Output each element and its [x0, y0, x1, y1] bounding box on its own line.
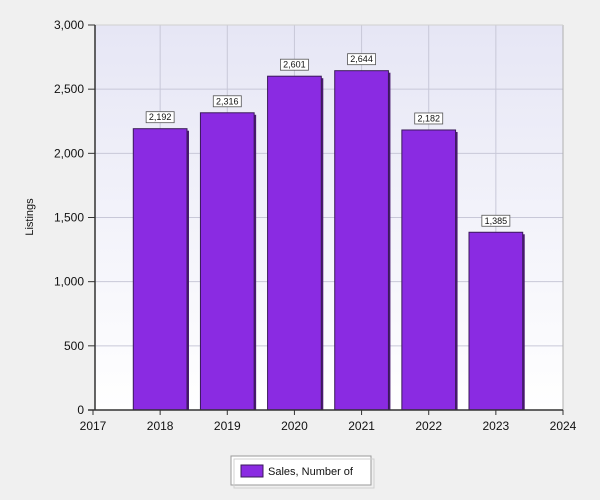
legend-label: Sales, Number of — [268, 466, 354, 478]
x-tick-label: 2017 — [80, 419, 107, 433]
data-label-box — [481, 214, 511, 227]
bar — [267, 75, 322, 411]
y-tick-label: 2,000 — [54, 146, 84, 160]
data-label: 2,601 — [283, 60, 306, 70]
bar — [401, 129, 457, 411]
data-label-box — [280, 58, 309, 71]
x-tick-label: 2022 — [415, 419, 442, 433]
y-tick-label: 2,500 — [54, 82, 84, 96]
y-tick-label: 0 — [77, 403, 84, 417]
x-tick-label: 2020 — [281, 419, 308, 433]
data-label-box — [145, 111, 175, 124]
bar — [468, 231, 524, 411]
x-tick-label: 2019 — [214, 419, 241, 433]
x-tick-label: 2023 — [483, 419, 510, 433]
data-label: 2,644 — [350, 54, 373, 64]
legend-swatch — [240, 464, 264, 478]
axes: 0 500 1,000 1,500 2,000 2,500 3,000 2017 2018 201… — [54, 18, 577, 433]
y-tick-label: 500 — [64, 339, 84, 353]
data-label: 1,385 — [485, 216, 508, 226]
bars: 2,192 2,316 2,601 2,644 2,182 1,385 — [132, 53, 525, 411]
bar — [199, 112, 255, 411]
x-tick-label: 2021 — [348, 419, 375, 433]
data-label-box — [347, 53, 376, 66]
x-tick-label: 2024 — [550, 419, 577, 433]
bar — [334, 70, 389, 411]
data-label: 2,316 — [216, 96, 239, 106]
y-tick-label: 1,000 — [54, 275, 84, 289]
y-tick-label: 1,500 — [54, 211, 84, 225]
data-label-box — [414, 112, 444, 125]
x-tick-label: 2018 — [147, 419, 174, 433]
data-label: 2,192 — [149, 112, 172, 122]
y-axis-label: Listings — [24, 198, 36, 236]
data-label: 2,182 — [417, 113, 440, 123]
legend-shadow — [233, 458, 375, 489]
bar — [132, 128, 188, 411]
legend: Sales, Number of — [230, 455, 375, 489]
data-label-box — [212, 95, 242, 108]
y-tick-label: 3,000 — [54, 18, 84, 32]
